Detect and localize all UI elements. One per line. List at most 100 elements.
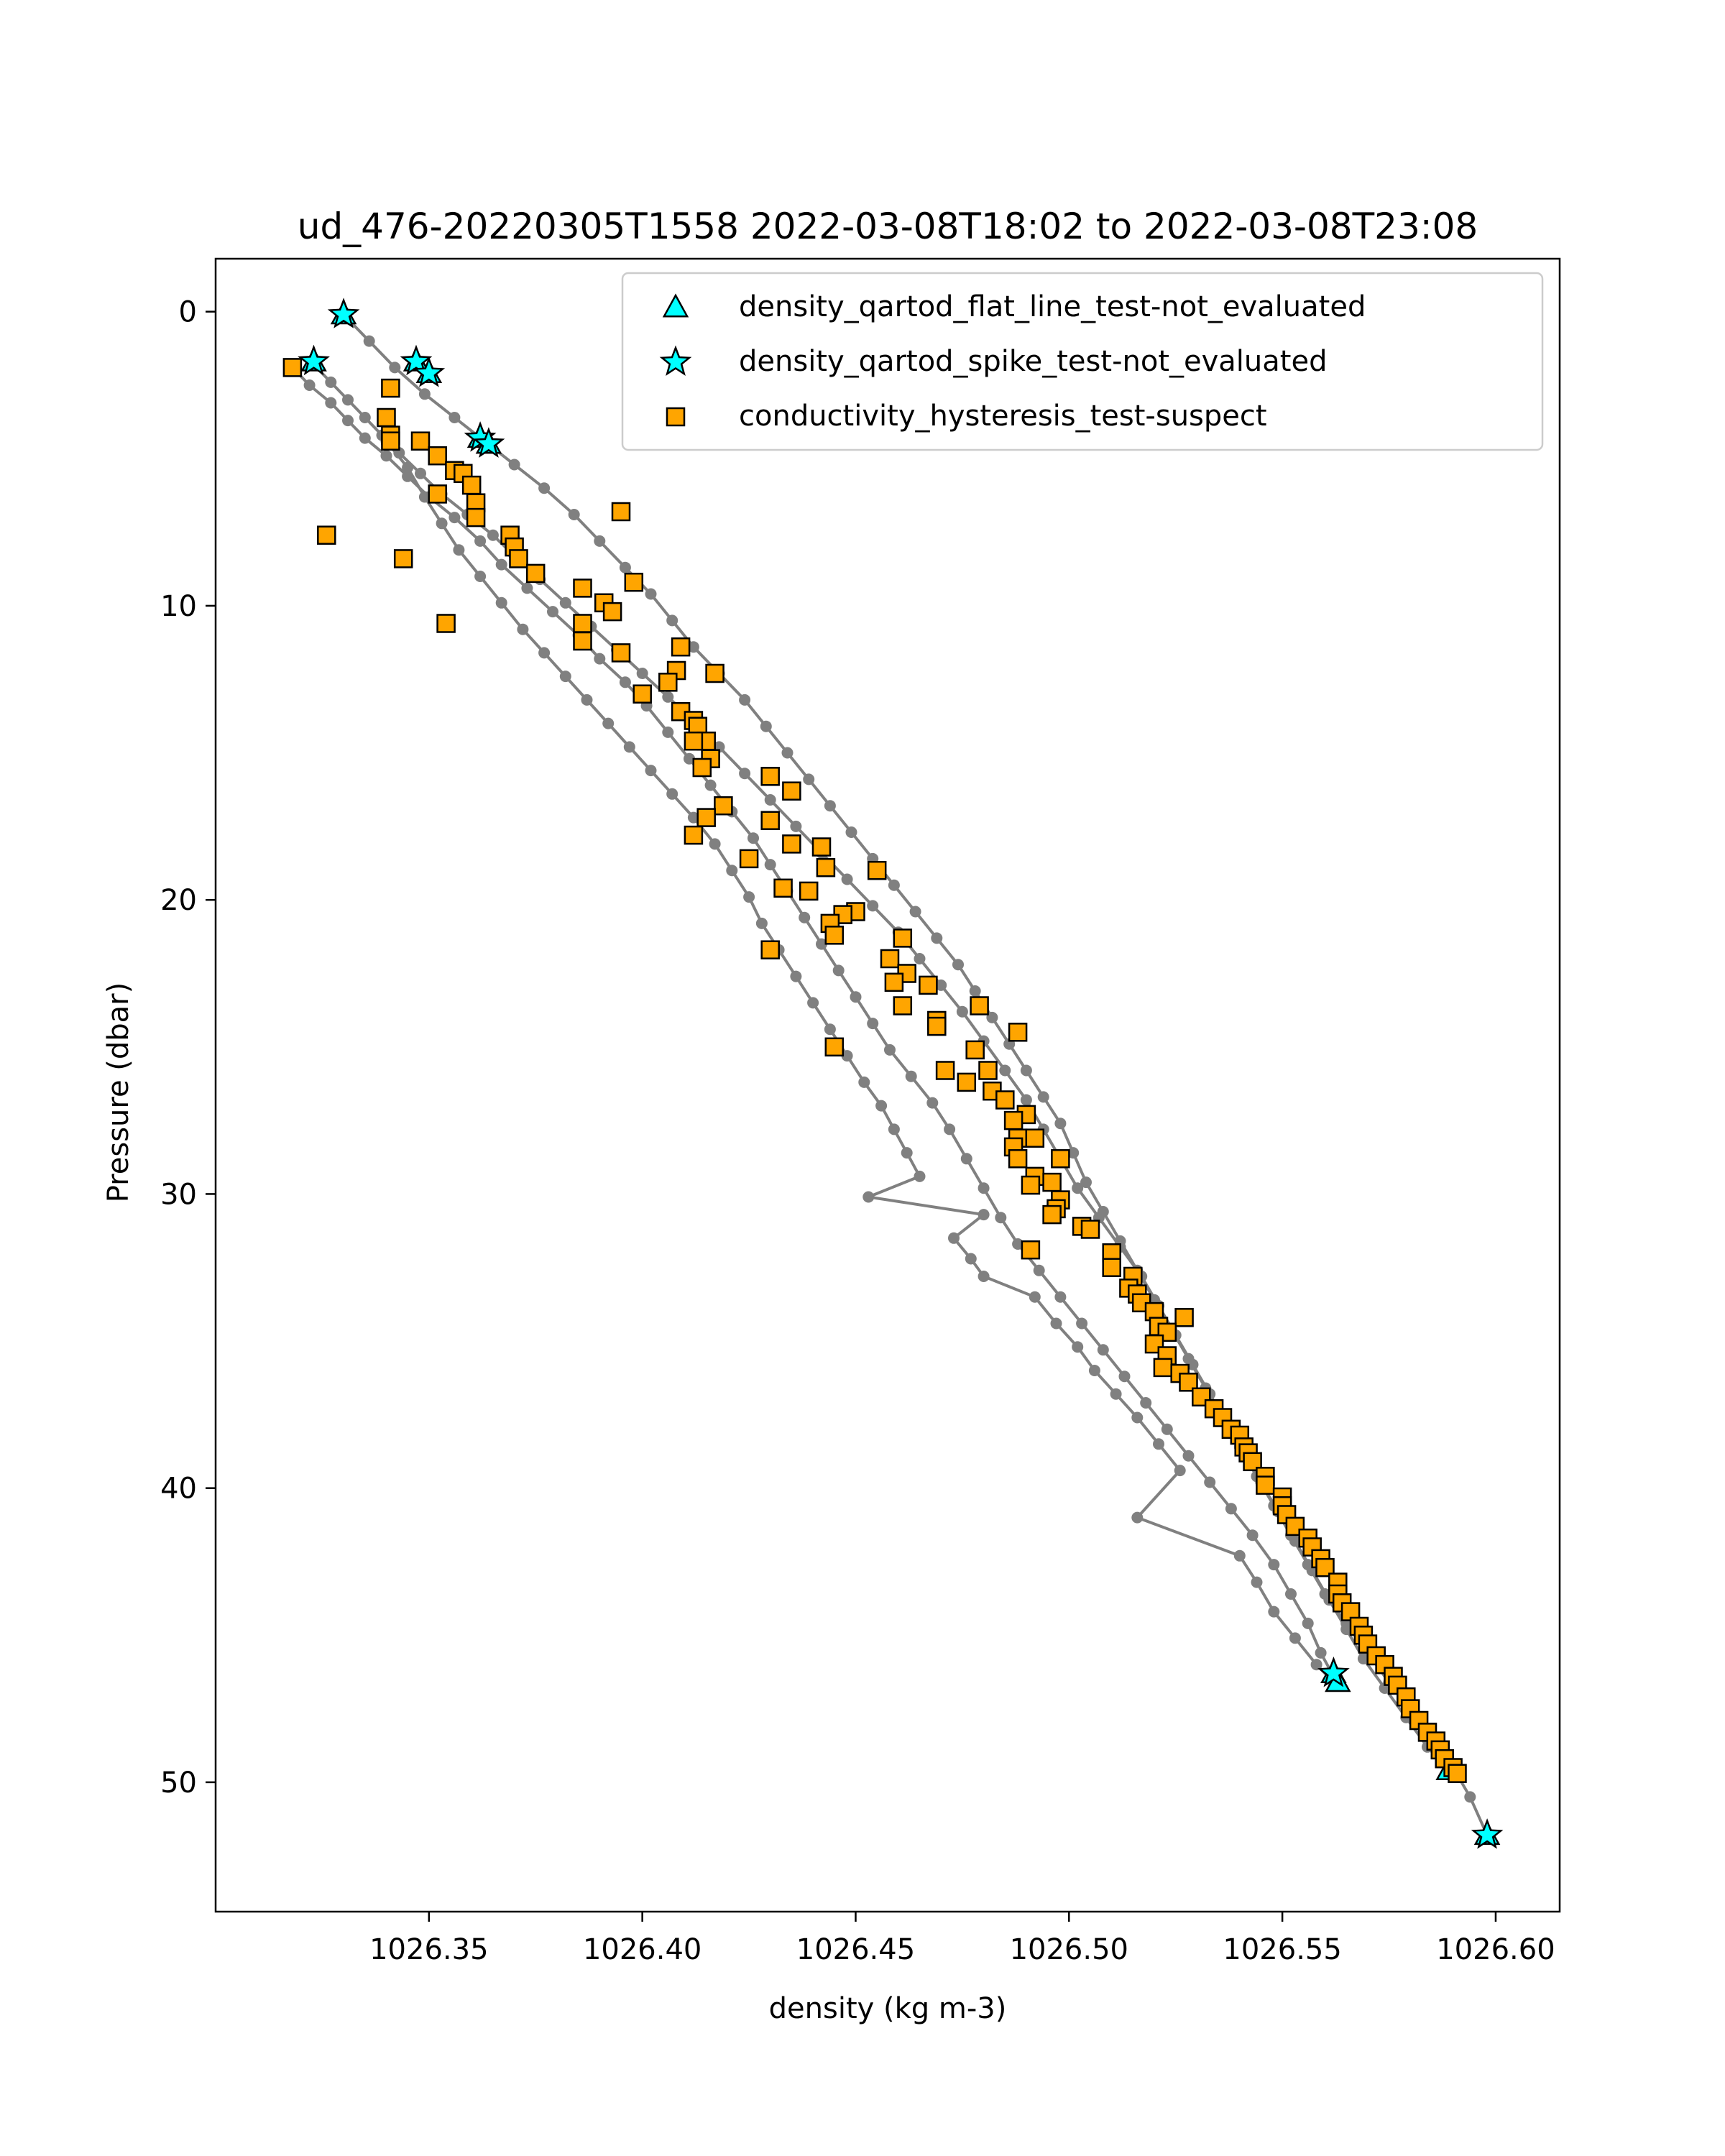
spike-marker [400, 344, 433, 376]
profile-point [1289, 1632, 1301, 1644]
profile-point [888, 1123, 900, 1135]
profile-point [901, 1147, 913, 1159]
hysteresis-marker [978, 1061, 998, 1080]
profile-point [1054, 1118, 1067, 1130]
profile-point [764, 794, 776, 806]
legend-star [659, 345, 692, 377]
legend-square [666, 407, 686, 427]
profile-point [325, 397, 337, 409]
profile-point [453, 544, 465, 556]
spike-marker [298, 344, 330, 376]
hysteresis-marker [1256, 1475, 1275, 1495]
profile-point [914, 1170, 926, 1182]
hysteresis-marker [381, 378, 400, 398]
x-tick-label: 1026.40 [583, 1933, 702, 1966]
profile-point [619, 676, 631, 688]
hysteresis-marker [995, 1090, 1015, 1110]
hysteresis-marker [611, 643, 631, 663]
legend-box [621, 272, 1544, 451]
hysteresis-marker [782, 834, 801, 854]
profile-point [645, 765, 657, 777]
hysteresis-marker [684, 731, 704, 751]
profile-point [474, 535, 487, 547]
hysteresis-marker [1174, 1308, 1194, 1327]
profile-point [389, 361, 401, 374]
profile-point [862, 1191, 875, 1203]
profile-point [755, 917, 768, 929]
profile-point [448, 412, 461, 423]
hysteresis-marker [919, 975, 938, 995]
profile-point [436, 517, 448, 530]
profile-point [1182, 1353, 1195, 1365]
profile-point [969, 985, 981, 997]
profile-point [1204, 1476, 1216, 1488]
hysteresis-marker [1042, 1172, 1062, 1192]
profile-point [978, 1182, 990, 1194]
profile-point [1182, 1450, 1195, 1462]
hysteresis-marker [816, 857, 836, 877]
profile-point [807, 997, 819, 1009]
hysteresis-marker [377, 407, 396, 428]
profile-point [474, 571, 487, 582]
hysteresis-marker [1102, 1258, 1121, 1277]
hysteresis-marker [282, 358, 303, 377]
hysteresis-marker [1448, 1764, 1467, 1783]
x-tick-label: 1026.50 [1010, 1933, 1128, 1966]
profile-point [995, 1212, 1007, 1224]
legend: density_qartod_flat_line_test-not_evalua… [621, 272, 1544, 451]
profile-point [1174, 1465, 1186, 1477]
legend-label-hysteresis: conductivity_hysteresis_test-suspect [739, 400, 1267, 433]
hysteresis-marker [696, 808, 716, 827]
profile-point [1315, 1646, 1327, 1659]
hysteresis-marker [799, 881, 819, 901]
hysteresis-marker [935, 1061, 955, 1080]
hysteresis-marker [714, 796, 733, 816]
profile-point [824, 800, 836, 812]
profile-point [935, 979, 947, 991]
hysteresis-marker [884, 972, 904, 992]
profile-point [965, 1253, 977, 1265]
profile-point [303, 379, 316, 391]
hysteresis-marker [1025, 1128, 1045, 1148]
hysteresis-marker [739, 849, 759, 869]
hysteresis-marker [957, 1072, 977, 1092]
legend-label-spike: density_qartod_spike_test-not_evaluated [739, 345, 1327, 378]
hysteresis-marker [658, 673, 678, 692]
hysteresis-marker [1021, 1240, 1041, 1260]
profile-point [1020, 1094, 1032, 1106]
y-tick-label: 20 [160, 884, 197, 917]
profile-point [666, 614, 678, 627]
profile-point [1097, 1344, 1109, 1356]
profile-point [884, 1044, 896, 1056]
profile-point [508, 459, 520, 471]
plot-frame [214, 257, 1561, 1913]
profile-point [952, 959, 964, 971]
hysteresis-marker [893, 929, 913, 948]
profile-point [709, 838, 721, 850]
hysteresis-marker [1008, 1149, 1028, 1169]
profile-point [487, 529, 499, 541]
profile-point [636, 668, 648, 679]
profile-point [538, 482, 551, 494]
profile-point [824, 1023, 836, 1036]
hysteresis-marker [573, 579, 592, 598]
hysteresis-marker [1243, 1452, 1262, 1472]
profile-point [1251, 1576, 1263, 1588]
profile-point [845, 826, 857, 838]
hysteresis-marker [760, 940, 780, 959]
star-marker-icon [659, 345, 692, 377]
profile-point [841, 1050, 853, 1062]
profile-point [1029, 1291, 1041, 1303]
profile-point [803, 773, 815, 786]
profile-point [1067, 1147, 1080, 1159]
profile-point [926, 1097, 939, 1109]
profile-point [1076, 1317, 1088, 1330]
profile-point [944, 1123, 956, 1135]
profile-point [602, 717, 615, 729]
profile-point [448, 512, 461, 524]
profile-point [547, 606, 558, 618]
profile-point [581, 694, 593, 706]
profile-point [867, 900, 879, 912]
hysteresis-marker [602, 602, 622, 622]
profile-point [1310, 1659, 1322, 1671]
